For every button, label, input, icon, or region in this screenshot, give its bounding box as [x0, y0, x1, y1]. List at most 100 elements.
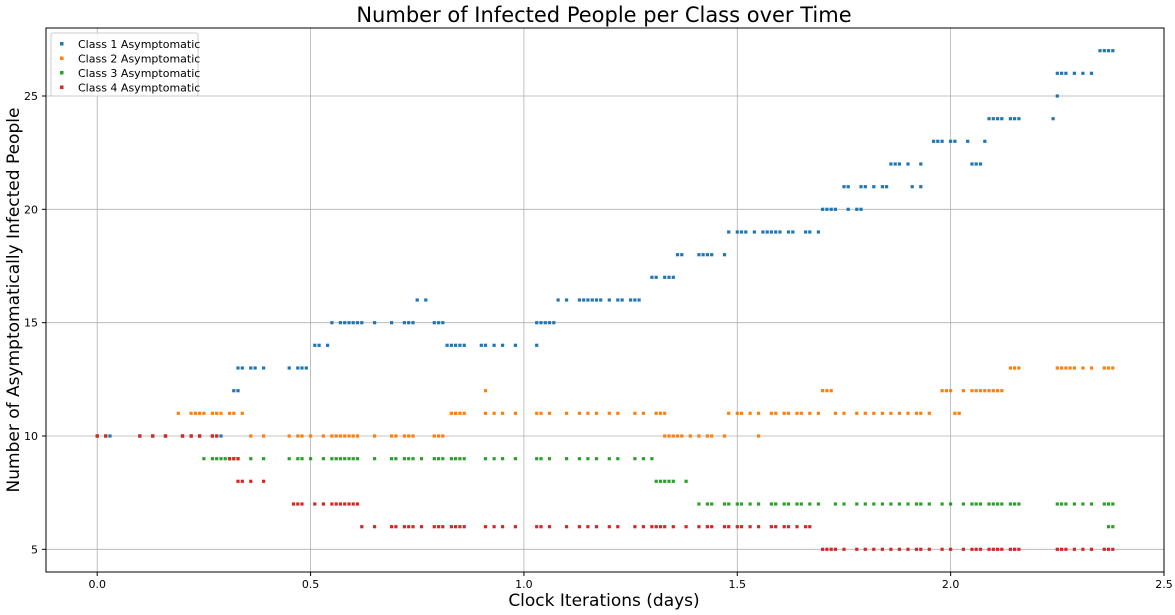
- series-2-point: [663, 434, 667, 438]
- series-3-point: [722, 502, 727, 506]
- series-2-point: [535, 411, 539, 415]
- series-4-point: [236, 457, 240, 461]
- series-2-point: [641, 411, 645, 415]
- series-2-point: [799, 411, 803, 415]
- y-axis-label: Number of Asymptomatically Infected Peop…: [4, 108, 24, 493]
- series-1-point: [680, 253, 684, 257]
- series-2-point: [240, 411, 244, 415]
- series-4-point: [919, 547, 923, 551]
- series-2-point: [1008, 366, 1012, 370]
- series-3-point: [842, 502, 846, 506]
- series-4-point: [454, 525, 458, 529]
- series-4-point: [897, 547, 901, 551]
- series-2-point: [296, 434, 300, 438]
- series-1-point: [893, 162, 897, 166]
- series-3-point: [735, 502, 739, 506]
- series-4-point: [577, 525, 581, 529]
- series-3-point: [249, 457, 253, 461]
- series-2-point: [513, 411, 517, 415]
- series-1-point: [739, 230, 744, 234]
- series-1-point: [432, 321, 436, 325]
- series-4-point: [1111, 547, 1115, 551]
- series-2-point: [1102, 366, 1106, 370]
- series-2-point: [880, 411, 884, 415]
- series-2-point: [462, 411, 466, 415]
- series-1-point: [236, 389, 240, 393]
- series-3-point: [697, 502, 701, 506]
- series-1-point: [953, 139, 957, 143]
- series-4-point: [151, 434, 155, 438]
- series-1-point: [675, 253, 680, 257]
- series-1-point: [296, 366, 300, 370]
- series-4-point: [1000, 547, 1004, 551]
- series-4-point: [334, 502, 338, 506]
- x-tick-label: 2.0: [942, 578, 960, 591]
- y-tick-label: 25: [24, 90, 38, 103]
- series-1-point: [1051, 117, 1055, 121]
- series-2-point: [987, 389, 991, 393]
- series-3-point: [1111, 525, 1115, 529]
- series-3-point: [1106, 525, 1111, 529]
- series-4-point: [262, 479, 266, 483]
- series-3-point: [437, 457, 441, 461]
- series-1-point: [629, 298, 633, 302]
- series-2-point: [735, 411, 739, 415]
- series-1-point: [978, 162, 983, 166]
- series-1-point: [936, 139, 940, 143]
- series-3-point: [914, 502, 919, 506]
- series-1-point: [513, 343, 517, 347]
- series-2-point: [675, 434, 680, 438]
- series-2-point: [202, 411, 206, 415]
- series-2-point: [970, 389, 974, 393]
- series-4-point: [906, 547, 910, 551]
- legend-label: Class 2 Asymptomatic: [78, 53, 200, 66]
- series-1-point: [304, 366, 308, 370]
- series-4-point: [390, 525, 394, 529]
- series-4-point: [842, 547, 846, 551]
- series-2-point: [411, 434, 415, 438]
- series-2-point: [198, 411, 202, 415]
- series-1-point: [355, 321, 360, 325]
- series-3-point: [654, 479, 658, 483]
- series-3-point: [338, 457, 342, 461]
- series-3-point: [727, 502, 731, 506]
- series-4-point: [198, 434, 202, 438]
- series-3-point: [880, 502, 884, 506]
- series-1-point: [705, 253, 709, 257]
- series-4-point: [163, 434, 168, 438]
- series-4-point: [987, 547, 991, 551]
- series-2-point: [373, 434, 377, 438]
- series-1-point: [667, 275, 671, 279]
- series-4-point: [535, 525, 539, 529]
- series-3-point: [390, 457, 394, 461]
- series-2-point: [974, 389, 978, 393]
- series-3-point: [799, 502, 803, 506]
- series-2-point: [821, 389, 825, 393]
- series-2-point: [338, 434, 342, 438]
- series-1-point: [808, 230, 812, 234]
- series-2-point: [193, 411, 197, 415]
- series-3-point: [262, 457, 266, 461]
- series-4-point: [411, 525, 415, 529]
- series-2-point: [1068, 366, 1072, 370]
- series-4-point: [296, 502, 300, 506]
- series-1-point: [885, 185, 889, 189]
- series-1-point: [454, 343, 458, 347]
- series-1-point: [253, 366, 257, 370]
- series-1-point: [1106, 49, 1111, 53]
- series-2-point: [441, 434, 445, 438]
- series-1-point: [1000, 117, 1004, 121]
- series-2-point: [769, 411, 773, 415]
- series-3-point: [658, 479, 663, 483]
- series-3-point: [402, 457, 406, 461]
- series-3-point: [961, 502, 965, 506]
- series-2-point: [1089, 366, 1094, 370]
- series-1-point: [722, 253, 727, 257]
- series-3-point: [940, 502, 944, 506]
- series-2-point: [432, 434, 436, 438]
- series-2-point: [919, 411, 923, 415]
- series-4-point: [795, 525, 799, 529]
- series-4-point: [710, 525, 714, 529]
